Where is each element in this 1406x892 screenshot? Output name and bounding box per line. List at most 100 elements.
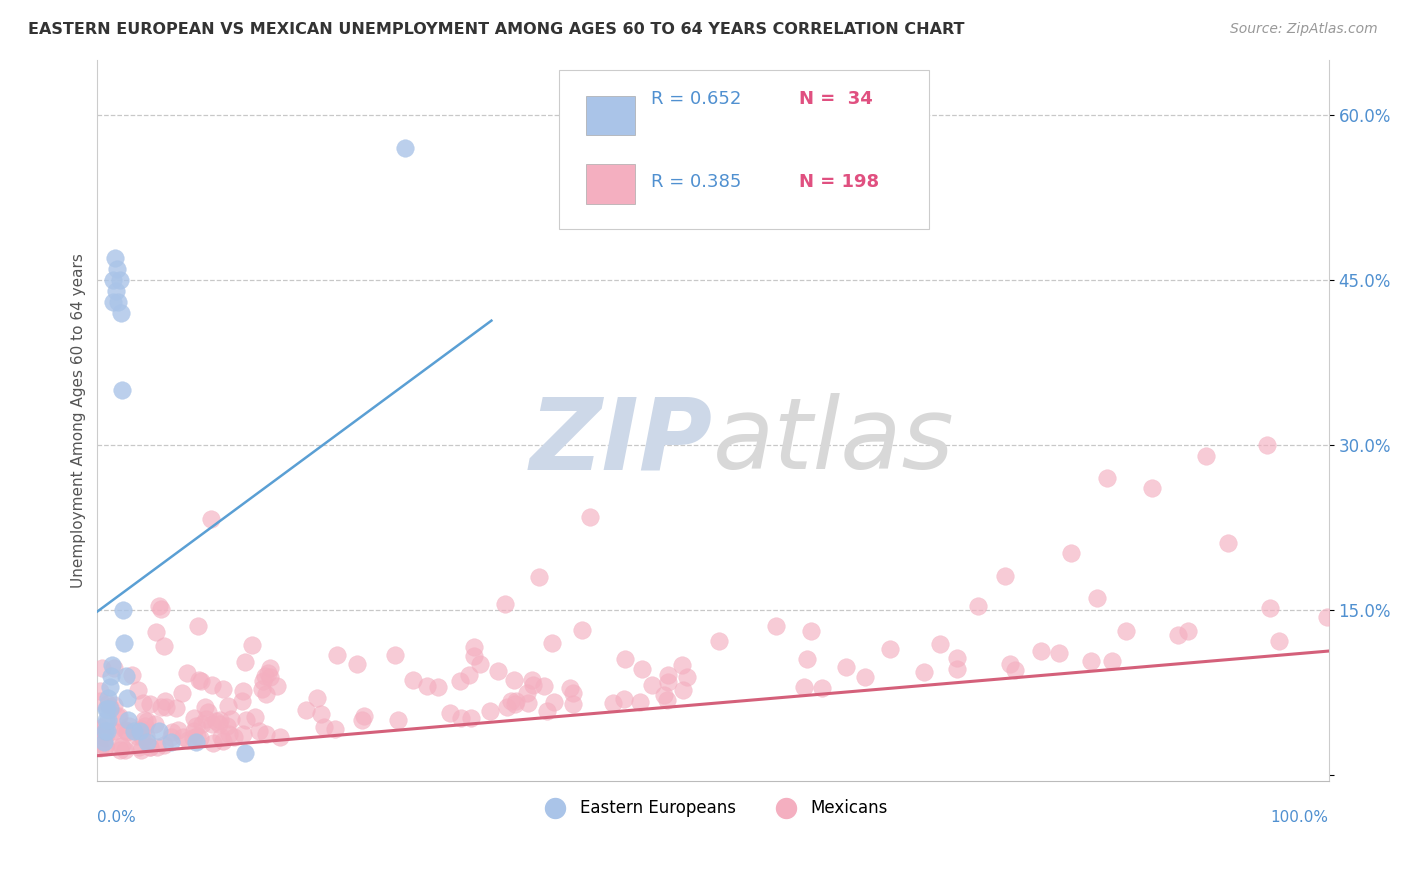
- Point: [121, 668, 143, 682]
- Point: [153, 639, 176, 653]
- Point: [672, 683, 695, 698]
- Point: [94, 702, 117, 716]
- Point: [135, 730, 157, 744]
- Point: [533, 679, 555, 693]
- Point: [139, 739, 162, 754]
- Point: [522, 678, 544, 692]
- Text: N =  34: N = 34: [799, 90, 873, 108]
- Point: [108, 273, 131, 287]
- Point: [1115, 624, 1137, 638]
- Point: [153, 694, 176, 708]
- Point: [1000, 657, 1022, 672]
- Point: [250, 681, 273, 696]
- Point: [707, 634, 730, 648]
- Point: [312, 720, 335, 734]
- Point: [100, 669, 122, 683]
- Point: [187, 619, 209, 633]
- Point: [468, 657, 491, 672]
- Point: [439, 706, 461, 720]
- Point: [543, 695, 565, 709]
- Point: [94, 739, 117, 753]
- Point: [503, 673, 526, 687]
- FancyBboxPatch shape: [560, 70, 928, 229]
- Point: [118, 718, 141, 732]
- Point: [190, 673, 212, 688]
- FancyBboxPatch shape: [586, 95, 636, 136]
- Point: [657, 667, 679, 681]
- Point: [93, 724, 115, 739]
- Point: [111, 383, 134, 397]
- Point: [208, 713, 231, 727]
- Point: [94, 714, 117, 728]
- Text: N = 198: N = 198: [799, 173, 879, 191]
- Point: [560, 681, 582, 695]
- Point: [150, 601, 173, 615]
- Point: [111, 739, 134, 754]
- Point: [631, 662, 654, 676]
- Point: [449, 674, 471, 689]
- Point: [153, 739, 176, 753]
- Point: [94, 731, 117, 746]
- Point: [143, 717, 166, 731]
- Point: [541, 636, 564, 650]
- Text: atlas: atlas: [713, 393, 955, 491]
- Point: [247, 723, 270, 738]
- Point: [561, 686, 583, 700]
- Point: [1260, 601, 1282, 615]
- Point: [160, 735, 183, 749]
- Point: [655, 693, 678, 707]
- Point: [145, 624, 167, 639]
- Point: [1316, 609, 1339, 624]
- Point: [129, 728, 152, 742]
- Point: [103, 294, 125, 309]
- Point: [1095, 471, 1118, 485]
- Point: [1047, 646, 1070, 660]
- Point: [89, 683, 111, 698]
- Point: [93, 740, 115, 755]
- Text: Source: ZipAtlas.com: Source: ZipAtlas.com: [1230, 22, 1378, 37]
- Point: [793, 681, 815, 695]
- Point: [124, 724, 146, 739]
- Point: [93, 735, 115, 749]
- Point: [172, 730, 194, 744]
- Point: [195, 712, 218, 726]
- Point: [98, 699, 121, 714]
- Point: [212, 733, 235, 747]
- Point: [1080, 655, 1102, 669]
- Point: [967, 599, 990, 613]
- Point: [100, 723, 122, 738]
- Point: [536, 704, 558, 718]
- Point: [117, 714, 139, 728]
- Point: [177, 733, 200, 747]
- Point: [97, 714, 120, 728]
- Point: [201, 736, 224, 750]
- Text: R = 0.652: R = 0.652: [651, 90, 742, 108]
- Point: [928, 637, 950, 651]
- Point: [148, 599, 170, 613]
- Point: [201, 678, 224, 692]
- Point: [107, 709, 129, 723]
- Point: [1194, 449, 1216, 463]
- Point: [138, 697, 160, 711]
- Point: [240, 639, 263, 653]
- Point: [103, 723, 125, 738]
- Point: [110, 306, 132, 320]
- Y-axis label: Unemployment Among Ages 60 to 64 years: Unemployment Among Ages 60 to 64 years: [72, 252, 86, 588]
- Point: [516, 696, 538, 710]
- Point: [205, 714, 228, 729]
- Point: [160, 724, 183, 739]
- Point: [127, 682, 149, 697]
- Point: [155, 699, 177, 714]
- Point: [112, 603, 135, 617]
- Point: [486, 664, 509, 678]
- Point: [671, 657, 693, 672]
- Point: [571, 623, 593, 637]
- Point: [323, 722, 346, 736]
- Point: [311, 707, 333, 722]
- Point: [97, 691, 120, 706]
- Point: [170, 686, 193, 700]
- Point: [131, 696, 153, 710]
- Point: [305, 691, 328, 706]
- Point: [855, 670, 877, 684]
- Point: [796, 652, 818, 666]
